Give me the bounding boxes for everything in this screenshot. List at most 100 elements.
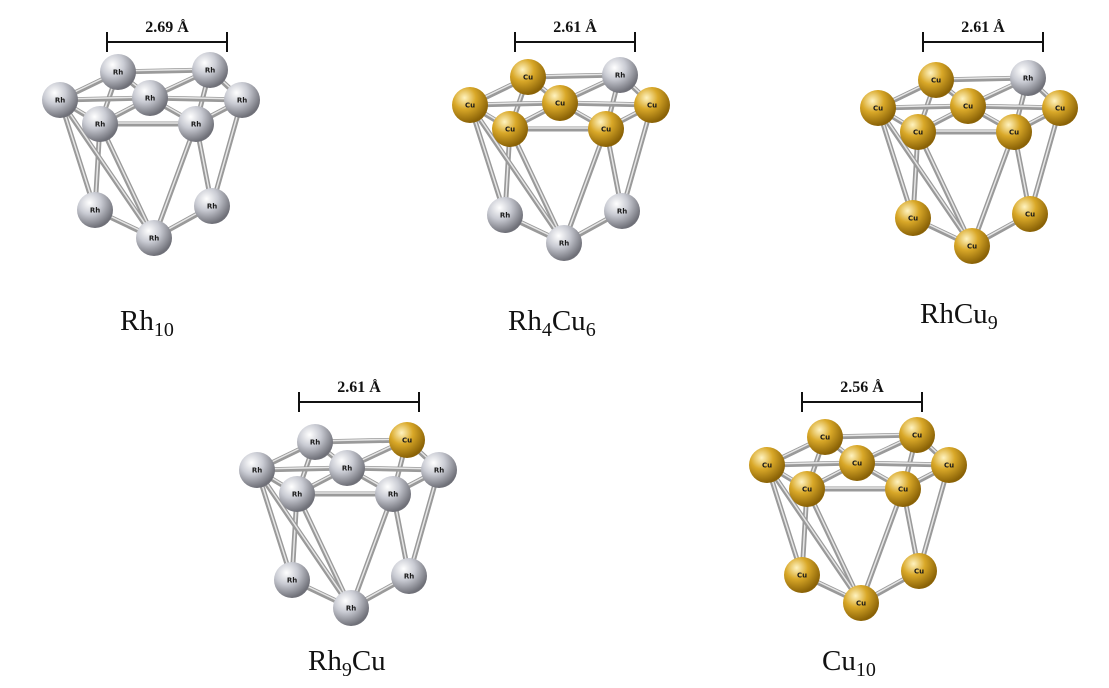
atom-symbol: Cu <box>1025 211 1035 219</box>
atoms: Rh Cu Rh Rh Rh Rh Rh Rh Rh Rh <box>239 422 457 626</box>
cu-atom: Cu <box>950 88 986 124</box>
cu-atom: Cu <box>389 422 425 458</box>
rh-atom: Rh <box>136 220 172 256</box>
atom-symbol: Rh <box>434 467 444 475</box>
rh-atom: Rh <box>224 82 260 118</box>
cu-atom: Cu <box>510 59 546 95</box>
rh-atom: Rh <box>77 192 113 228</box>
cu-atom: Cu <box>931 447 967 483</box>
atom-symbol: Rh <box>342 465 352 473</box>
atom-symbol: Cu <box>898 486 908 494</box>
atom-symbol: Rh <box>55 97 65 105</box>
atoms: Cu Rh Cu Cu Cu Cu Cu Cu Cu Cu <box>860 60 1078 264</box>
cu-atom: Cu <box>901 553 937 589</box>
cu-atom: Cu <box>807 419 843 455</box>
rh-atom: Rh <box>82 106 118 142</box>
atom-symbol: Cu <box>555 100 565 108</box>
bond-length-label: 2.61 Å <box>337 378 381 396</box>
bond-length-bar <box>922 32 1044 52</box>
atom-symbol: Rh <box>1023 75 1033 83</box>
atom-symbol: Cu <box>873 105 883 113</box>
atom-symbol: Rh <box>388 491 398 499</box>
cluster-formula: Cu10 <box>822 645 876 681</box>
cu-atom: Cu <box>954 228 990 264</box>
atom-symbol: Rh <box>95 121 105 129</box>
atom-symbol: Cu <box>601 126 611 134</box>
cu-atom: Cu <box>996 114 1032 150</box>
atom-symbol: Rh <box>404 573 414 581</box>
atom-symbol: Cu <box>856 600 866 608</box>
bond-length-label: 2.69 Å <box>145 18 189 36</box>
rh-atom: Rh <box>132 80 168 116</box>
atom-symbol: Cu <box>914 568 924 576</box>
atom-symbol: Rh <box>346 605 356 613</box>
rh-atom: Rh <box>274 562 310 598</box>
atom-symbol: Cu <box>944 462 954 470</box>
atom-symbol: Rh <box>207 203 217 211</box>
atom-symbol: Cu <box>523 74 533 82</box>
rh-atom: Rh <box>1010 60 1046 96</box>
bond-length-bar <box>514 32 636 52</box>
atom-symbol: Rh <box>237 97 247 105</box>
atom-symbol: Rh <box>113 69 123 77</box>
cu-atom: Cu <box>1012 196 1048 232</box>
bond-length-label: 2.56 Å <box>840 378 884 396</box>
bond-length-bar <box>298 392 420 412</box>
cu-atom: Cu <box>895 200 931 236</box>
cluster-rh10: 2.69 Å Rh Rh Rh Rh Rh Rh Rh Rh Rh Rh Rh10 <box>42 18 260 341</box>
cu-atom: Cu <box>452 87 488 123</box>
atoms: Rh Rh Rh Rh Rh Rh Rh Rh Rh Rh <box>42 52 260 256</box>
atom-symbol: Cu <box>647 102 657 110</box>
atom-symbol: Cu <box>912 432 922 440</box>
cluster-rh9cu: 2.61 Å Rh Cu Rh Rh Rh Rh Rh Rh Rh Rh Rh9Cu <box>239 378 457 681</box>
cu-atom: Cu <box>634 87 670 123</box>
cu-atom: Cu <box>843 585 879 621</box>
atom-symbol: Cu <box>963 103 973 111</box>
atom-symbol: Cu <box>913 129 923 137</box>
atom-symbol: Rh <box>615 72 625 80</box>
atoms: Cu Cu Cu Cu Cu Cu Cu Cu Cu Cu <box>749 417 967 621</box>
cluster-rhcu9: 2.61 Å Cu Rh Cu Cu Cu Cu Cu Cu Cu Cu RhCu9 <box>860 18 1078 334</box>
rh-atom: Rh <box>192 52 228 88</box>
atom-symbol: Cu <box>762 462 772 470</box>
cu-atom: Cu <box>900 114 936 150</box>
cu-atom: Cu <box>749 447 785 483</box>
atom-symbol: Cu <box>931 77 941 85</box>
cu-atom: Cu <box>918 62 954 98</box>
atom-symbol: Cu <box>852 460 862 468</box>
cu-atom: Cu <box>784 557 820 593</box>
atom-symbol: Cu <box>967 243 977 251</box>
atom-symbol: Cu <box>908 215 918 223</box>
cluster-formula: Rh10 <box>120 305 174 341</box>
cu-atom: Cu <box>789 471 825 507</box>
rh-atom: Rh <box>487 197 523 233</box>
cluster-formula: RhCu9 <box>920 298 998 334</box>
atom-symbol: Rh <box>310 439 320 447</box>
rh-atom: Rh <box>604 193 640 229</box>
atom-symbol: Rh <box>617 208 627 216</box>
atom-symbol: Cu <box>402 437 412 445</box>
rh-atom: Rh <box>297 424 333 460</box>
cluster-rh4cu6: 2.61 Å Cu Rh Rh Cu Cu Cu Rh Cu Cu Rh Rh4Cu6 <box>452 18 670 341</box>
atom-symbol: Rh <box>90 207 100 215</box>
rh-atom: Rh <box>42 82 78 118</box>
rh-atom: Rh <box>602 57 638 93</box>
cu-atom: Cu <box>588 111 624 147</box>
rh-atom: Rh <box>178 106 214 142</box>
atom-symbol: Cu <box>465 102 475 110</box>
cu-atom: Cu <box>860 90 896 126</box>
rh-atom: Rh <box>239 452 275 488</box>
rh-atom: Rh <box>329 450 365 486</box>
atom-symbol: Cu <box>1009 129 1019 137</box>
cu-atom: Cu <box>492 111 528 147</box>
bond-length-label: 2.61 Å <box>961 18 1005 36</box>
bond-length-bar <box>106 32 228 52</box>
rh-atom: Rh <box>194 188 230 224</box>
rh-atom: Rh <box>333 590 369 626</box>
rh-atom: Rh <box>100 54 136 90</box>
cu-atom: Cu <box>899 417 935 453</box>
cluster-formula: Rh9Cu <box>308 645 386 681</box>
atom-symbol: Rh <box>145 95 155 103</box>
rh-atom: Rh <box>279 476 315 512</box>
